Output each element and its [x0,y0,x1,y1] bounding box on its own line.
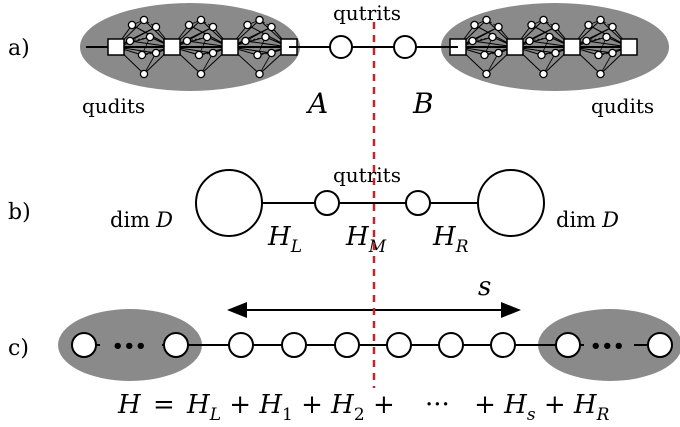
panel-label-c: c) [8,336,29,361]
chain-node-c-5 [334,332,360,358]
left-qudit-node [139,15,149,25]
chain-node-c-6 [386,332,412,358]
left-qudit-square [107,38,125,56]
left-qudit-edge [245,26,272,42]
right-qudit-square [620,38,638,56]
right-ellipsis-dots: ••• [590,336,625,357]
left-qudit-square [221,38,239,56]
qutrit-node-b-left [314,190,340,216]
right-qudit-square [506,38,524,56]
right-chain-gap [584,340,634,350]
left-qudit-node [145,32,155,42]
right-qudit-edge [586,26,613,42]
chain-node-c-10 [647,332,673,358]
left-qudit-node-b [195,169,263,237]
left-qudit-node [202,32,212,42]
left-qudit-node [139,69,149,79]
right-qudit-node [488,32,497,42]
left-qudit-node [267,48,276,58]
qutrit-node-b-right [405,190,431,216]
chain-node-c-3 [228,332,254,358]
qutrit-node-a-right [393,35,417,59]
left-qudit-node [241,36,250,46]
panel-label-a: a) [8,36,30,61]
chain-node-c-1 [71,332,97,358]
right-qudit-node [545,32,554,42]
left-qudit-node [243,20,252,30]
right-qudit-node [584,20,593,30]
hamiltonian-left-label: HL [267,222,302,257]
panel-a-right-qudits-label: qudits [591,94,654,118]
right-qudit-edge [529,26,556,42]
chain-node-c-2 [163,332,189,358]
right-qudit-node [551,22,560,32]
chain-node-c-4 [281,332,307,358]
chain-node-c-9 [555,332,581,358]
left-qudit-node [182,36,192,46]
left-qudit-node [151,22,161,32]
right-qudit-square [563,38,581,56]
right-qudit-node [608,48,617,58]
right-qudit-node [596,69,605,79]
left-qudit-node [261,32,270,42]
chain-node-c-7 [438,332,464,358]
left-qudit-edge [129,26,157,42]
right-qudit-node [525,36,534,46]
left-qudit-node [137,50,147,60]
hamiltonian-right-label: HR [432,222,469,257]
left-qudit-node [196,69,206,79]
right-qudit-node [470,20,479,30]
left-qudit-node [253,50,262,60]
panel-a-qutrits-label: qutrits [333,1,401,25]
left-qudit-square [163,38,181,56]
left-ellipsis-dots: ••• [112,336,147,357]
right-qudit-node [482,69,491,79]
left-qudit-node [196,15,206,25]
left-qudit-node [208,48,218,58]
right-qudit-node [527,20,536,30]
chain-node-c-8 [490,332,516,358]
left-qudit-edge [186,26,214,42]
right-qudit-node [480,50,489,60]
panel-b-qutrits-label: qutrits [333,163,401,187]
right-qudit-node [582,36,591,46]
left-qudit-node [208,22,218,32]
right-qudit-edge [472,26,499,42]
right-qudit-node [551,48,560,58]
left-qudit-node [151,48,161,58]
right-dim-label: dim D [556,208,619,232]
right-qudit-node [494,22,503,32]
left-qudit-node [255,69,264,79]
panel-c-node-chain [71,332,673,358]
panel-a-left-qudits-label: qudits [82,94,145,118]
left-dim-label: dim D [110,208,173,232]
span-label: s [478,272,491,302]
right-qudit-node-b [477,169,545,237]
subsystem-a-label: A [305,87,328,120]
left-qudit-node [255,15,264,25]
subsystem-b-label: B [412,87,434,120]
right-qudit-node [608,22,617,32]
right-qudit-node [602,32,611,42]
left-qudit-node [184,20,194,30]
left-qudit-node [267,22,276,32]
right-qudit-node [494,48,503,58]
right-qudit-node [594,50,603,60]
panel-label-b: b) [8,200,31,225]
right-qudit-node [596,15,605,25]
left-qudit-node [125,36,135,46]
right-qudit-node [537,50,546,60]
right-qudit-node [539,15,548,25]
right-qudit-node [482,15,491,25]
right-qudit-node [539,69,548,79]
right-qudit-node [468,36,477,46]
right-qudit-network [428,15,638,79]
hamiltonian-middle-label: HM [345,222,387,257]
left-qudit-node [194,50,204,60]
left-qudit-node [127,20,137,30]
hamiltonian-equation: H = HL + H1 + H2 + ··· + Hs + HR [117,390,610,427]
qutrit-node-a-left [329,35,353,59]
left-chain-gap [100,340,162,350]
